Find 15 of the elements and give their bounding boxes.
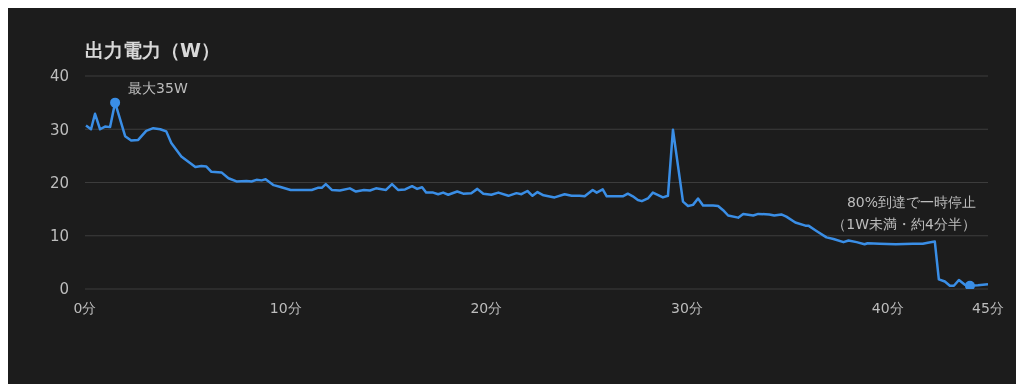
y-tick-label: 0 (59, 280, 69, 299)
x-tick-label: 30分 (671, 299, 703, 316)
y-tick-label: 40 (49, 67, 69, 86)
x-tick-label: 45分 (972, 299, 1004, 316)
x-tick-label: 0分 (73, 299, 97, 316)
y-tick-label: 10 (49, 227, 69, 246)
x-tick-label: 40分 (871, 299, 904, 316)
annotation: 最大35W (128, 79, 188, 96)
x-tick-label: 10分 (269, 299, 302, 316)
y-tick-label: 20 (49, 173, 69, 192)
x-tick-label: 20分 (470, 299, 503, 316)
annotation: 80%到達で一時停止 (846, 194, 976, 212)
y-tick-label: 30 (49, 120, 69, 139)
chart-title: 出力電力（W） (85, 38, 220, 63)
annotation: （1W未満・約4分半） (832, 216, 976, 234)
